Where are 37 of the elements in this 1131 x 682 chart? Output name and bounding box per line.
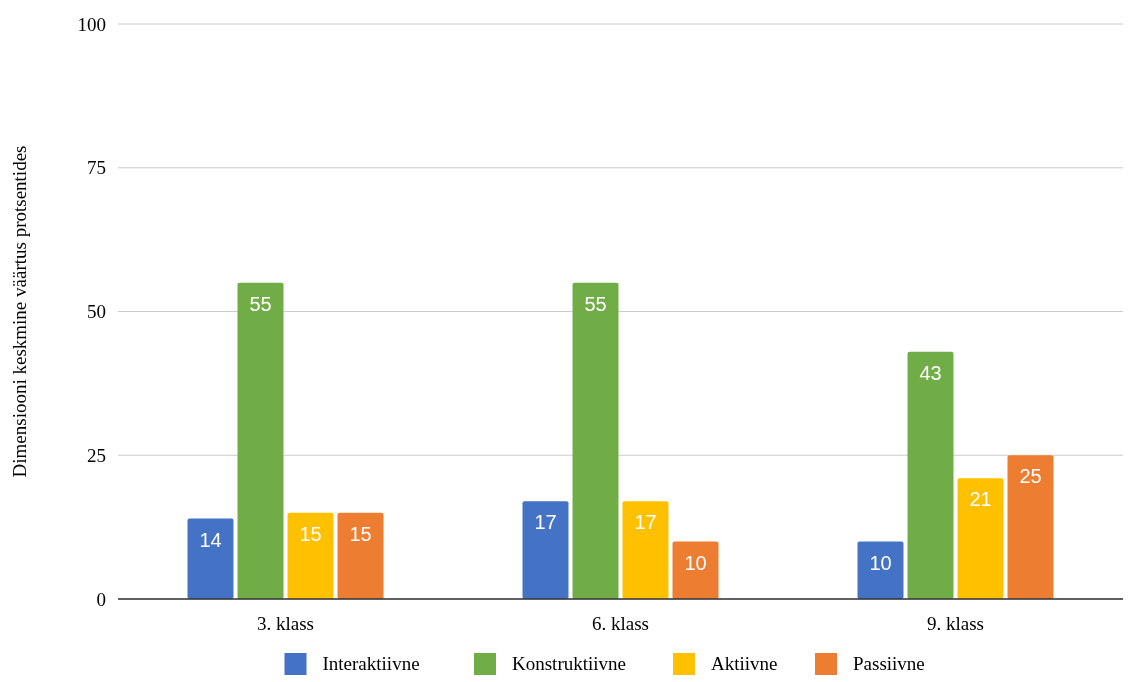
bar — [287, 512, 334, 599]
bar — [522, 501, 569, 599]
bar — [337, 512, 384, 599]
bar — [622, 501, 669, 599]
legend-label: Passiivne — [853, 653, 925, 674]
data-label: 43 — [919, 361, 942, 384]
bar — [957, 478, 1004, 599]
legend-label: Konstruktiivne — [512, 653, 626, 674]
data-label: 25 — [1019, 465, 1042, 488]
data-label: 10 — [684, 551, 707, 574]
y-tick-label: 50 — [87, 301, 106, 323]
data-label: 14 — [199, 528, 222, 551]
data-label: 10 — [869, 551, 892, 574]
x-tick-label: 9. klass — [927, 613, 984, 634]
y-tick-label: 0 — [96, 588, 106, 610]
data-label: 15 — [299, 522, 322, 545]
bar — [572, 282, 619, 599]
data-label: 17 — [634, 511, 657, 534]
data-label: 55 — [249, 292, 272, 315]
bar — [237, 282, 284, 599]
bar — [857, 541, 904, 599]
bar — [1007, 455, 1054, 599]
x-tick-label: 3. klass — [257, 613, 314, 634]
data-label: 15 — [349, 522, 372, 545]
y-tick-label: 25 — [87, 444, 106, 466]
bar — [907, 351, 954, 599]
data-label: 21 — [969, 488, 992, 511]
data-label: 17 — [534, 511, 557, 534]
y-tick-label: 100 — [77, 13, 106, 35]
y-tick-label: 75 — [87, 157, 106, 179]
x-tick-label: 6. klass — [592, 613, 649, 634]
bar — [672, 541, 719, 599]
legend-label: Aktiivne — [711, 653, 778, 674]
bar — [187, 518, 234, 599]
legend-label: Interaktiivne — [322, 653, 420, 674]
y-axis-title: Dimensiooni keskmine väärtus protsentides — [9, 145, 30, 478]
data-label: 55 — [584, 292, 607, 315]
